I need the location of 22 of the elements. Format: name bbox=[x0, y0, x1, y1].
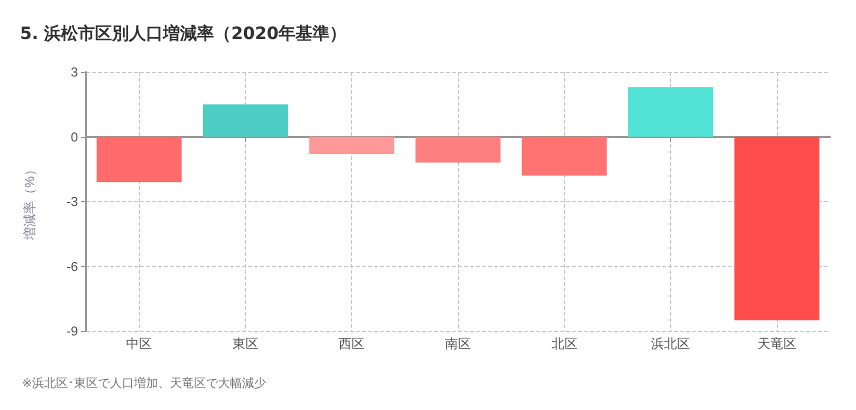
x-tick-label: 東区 bbox=[232, 336, 258, 351]
bar bbox=[415, 136, 501, 163]
y-tick-label: -6 bbox=[66, 258, 78, 274]
bar bbox=[202, 104, 288, 137]
y-tick-label: -3 bbox=[66, 194, 78, 209]
bar bbox=[522, 136, 607, 176]
text: ※浜北区･東区で人口増加、天竜区で大幅減少 bbox=[22, 375, 266, 392]
x-tick-label: 北区 bbox=[551, 336, 578, 351]
x-tick-label: 西区 bbox=[338, 336, 365, 351]
chart-title: 5. 浜松市区別人口増減率（2020年基準） bbox=[20, 23, 347, 45]
x-tick-label: 浜北区 bbox=[651, 336, 690, 351]
bar bbox=[734, 136, 820, 320]
x-tick-label: 天竜区 bbox=[757, 336, 796, 351]
y-tick-label: 0 bbox=[70, 129, 78, 144]
x-tick-label: 南区 bbox=[445, 336, 471, 351]
bar bbox=[309, 136, 394, 154]
y-tick-label: 3 bbox=[70, 64, 78, 80]
bar bbox=[628, 87, 714, 137]
x-tick-label: 中区 bbox=[126, 336, 152, 351]
y-axis-title: 増減率（%） bbox=[22, 163, 37, 241]
y-tick-label: -9 bbox=[66, 324, 78, 338]
bar bbox=[96, 136, 182, 182]
